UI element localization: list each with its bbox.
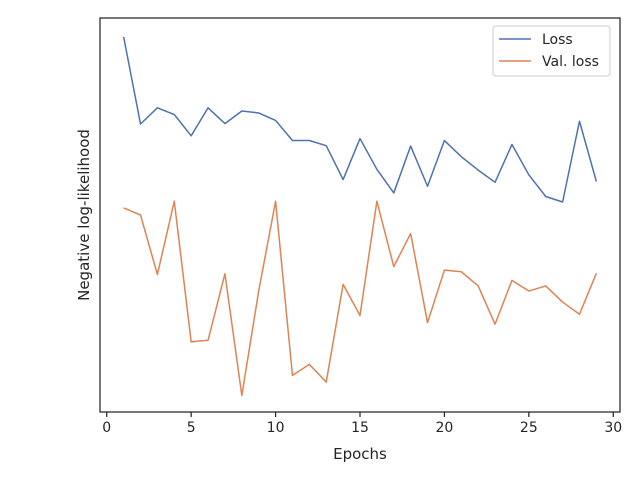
legend-label-0: Loss	[542, 32, 573, 48]
legend: Loss Val. loss	[492, 25, 611, 77]
legend-label-1: Val. loss	[542, 54, 599, 70]
x-axis-label: Epochs	[333, 445, 387, 463]
x-tick-label: 0	[102, 420, 111, 436]
x-tick-label: 10	[267, 420, 285, 436]
plot-lines	[122, 36, 598, 397]
y-axis-label: Negative log-likelihood	[75, 129, 93, 301]
x-tick-label: 20	[436, 420, 454, 436]
series-line-0	[122, 36, 598, 203]
series-line-1	[123, 200, 598, 397]
x-axis-ticks: 0 5 10 15 20 25 30	[102, 412, 622, 436]
x-tick-label: 30	[604, 420, 622, 436]
x-tick-label: 25	[520, 420, 538, 436]
plot-frame	[99, 17, 621, 413]
x-tick-label: 15	[351, 420, 369, 436]
x-tick-label: 5	[187, 420, 196, 436]
